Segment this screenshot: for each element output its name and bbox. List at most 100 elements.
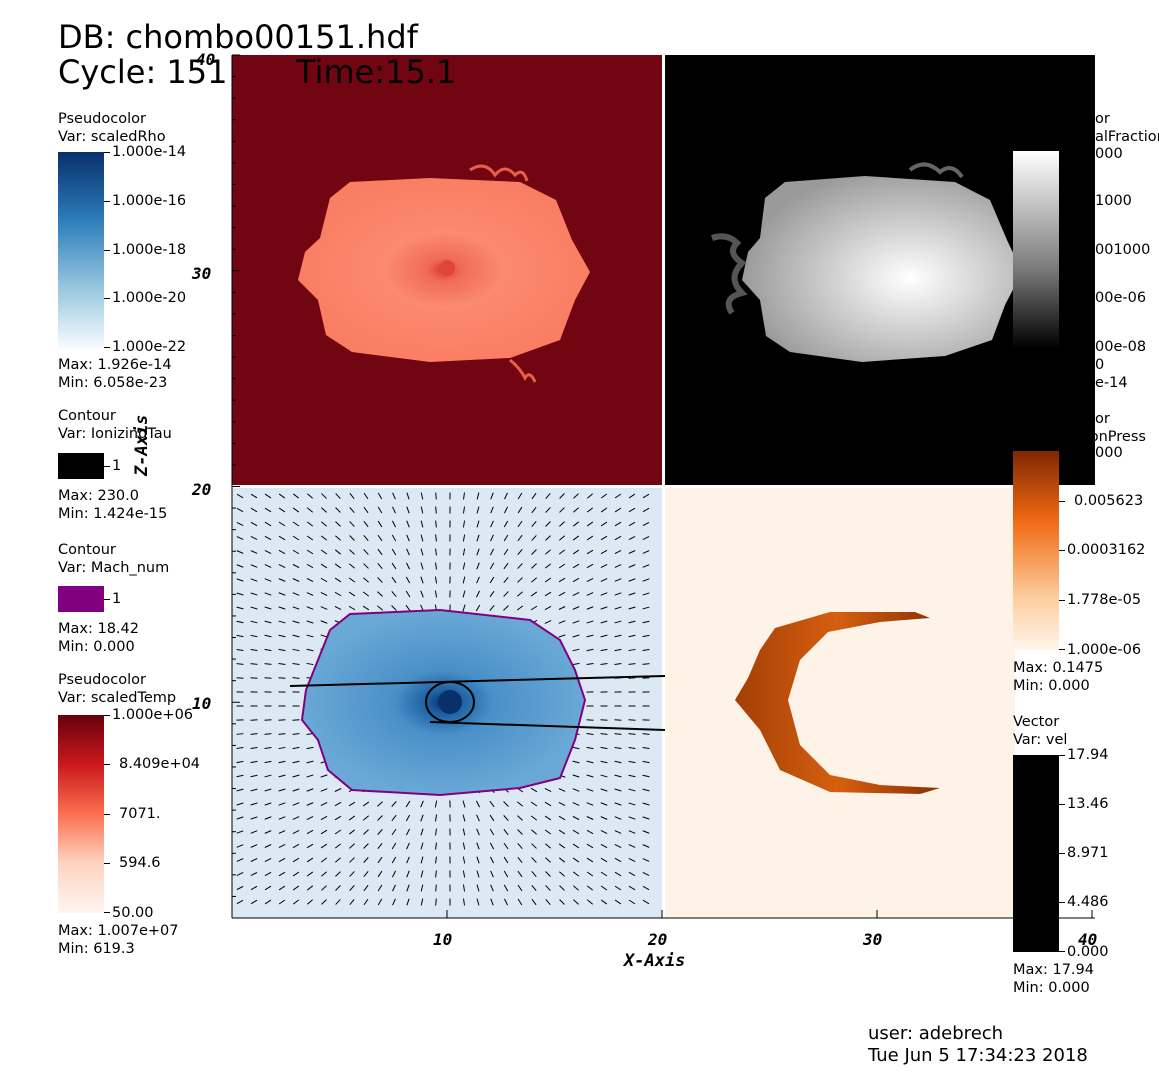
legend-min: e-14 — [1095, 375, 1128, 391]
velocity-vector — [476, 828, 480, 836]
velocity-vector — [434, 800, 438, 808]
velocity-vector — [250, 885, 258, 891]
velocity-vector — [250, 733, 258, 735]
legend-min: Min: 1.424e-15 — [58, 506, 168, 522]
velocity-vector — [406, 870, 410, 878]
velocity-vector — [489, 800, 495, 808]
velocity-vector — [306, 634, 314, 638]
temp-filament — [469, 164, 529, 182]
colorbar-tick: 8.971 — [1067, 845, 1109, 861]
velocity-vector — [600, 899, 608, 905]
velocity-vector — [406, 492, 410, 500]
velocity-vector — [392, 898, 396, 906]
velocity-vector — [586, 843, 594, 849]
colorbar-tick: 594.6 — [119, 855, 161, 871]
velocity-vector — [306, 563, 314, 569]
velocity-vector — [531, 492, 537, 500]
velocity-vector — [642, 663, 650, 665]
velocity-vector — [278, 816, 286, 820]
velocity-vector — [642, 816, 650, 820]
velocity-vector — [306, 802, 314, 806]
velocity-vector — [236, 493, 244, 499]
velocity-vector — [435, 506, 437, 514]
velocity-vector — [572, 535, 580, 541]
velocity-vector — [489, 842, 495, 850]
legend-var: Var: IonizingTau — [58, 426, 172, 442]
velocity-vector — [377, 577, 383, 583]
velocity-vector — [236, 788, 244, 792]
velocity-vector — [614, 774, 622, 778]
x-axis-title: X-Axis — [624, 951, 686, 971]
velocity-vector — [503, 870, 509, 878]
velocity-vector — [335, 507, 341, 513]
velocity-vector — [292, 535, 300, 541]
velocity-vector — [363, 843, 369, 849]
velocity-vector — [292, 857, 300, 863]
velocity-vector — [614, 578, 622, 582]
velocity-vector — [362, 591, 370, 597]
velocity-vector — [517, 815, 523, 821]
velocity-vector — [586, 634, 594, 638]
velocity-vector — [586, 774, 594, 778]
velocity-vector — [435, 492, 437, 500]
legend-var: Var: Mach_num — [58, 560, 170, 576]
velocity-vector — [614, 885, 622, 891]
velocity-vector — [572, 829, 580, 835]
velocity-vector — [377, 829, 383, 835]
velocity-vector — [600, 606, 608, 610]
contour-level: 1 — [112, 591, 122, 607]
velocity-vector — [490, 870, 494, 878]
velocity-vector — [614, 816, 622, 820]
colorbar-tick: 1.000e-18 — [112, 242, 187, 258]
velocity-vector — [264, 550, 272, 554]
velocity-vector — [600, 634, 608, 638]
velocity-vector — [236, 747, 244, 749]
velocity-vector — [292, 829, 300, 835]
velocity-vector — [250, 830, 258, 834]
velocity-vector — [572, 549, 580, 555]
velocity-vector — [348, 801, 356, 807]
velocity-vector — [377, 563, 383, 569]
velocity-vector — [530, 801, 538, 807]
velocity-vector — [292, 746, 300, 750]
velocity-vector — [628, 634, 636, 638]
y-tick-label: 20 — [192, 480, 212, 499]
velocity-vector — [391, 842, 397, 850]
velocity-vector — [391, 534, 397, 542]
velocity-vector — [628, 802, 636, 806]
velocity-vector — [586, 620, 594, 624]
velocity-vector — [435, 842, 437, 850]
legend-max: Max: 1.007e+07 — [58, 923, 179, 939]
velocity-vector — [600, 843, 608, 849]
colorbar-radiation-press — [1013, 451, 1059, 650]
x-tick-label: 30 — [863, 930, 883, 949]
velocity-vector — [250, 774, 258, 778]
date-label: Tue Jun 5 17:34:23 2018 — [868, 1045, 1088, 1066]
colorbar-tick: 0.0003162 — [1067, 542, 1146, 558]
velocity-vector — [264, 774, 272, 778]
velocity-vector — [377, 856, 383, 864]
velocity-vector — [250, 760, 258, 764]
velocity-vector — [278, 521, 286, 527]
velocity-vector — [264, 592, 272, 596]
velocity-vector — [420, 492, 424, 500]
colorbar-scaled-rho — [58, 152, 104, 348]
velocity-vector — [572, 788, 580, 792]
velocity-vector — [435, 828, 437, 836]
velocity-vector — [558, 577, 566, 583]
velocity-vector — [600, 871, 608, 877]
velocity-vector — [628, 592, 636, 596]
velocity-vector — [530, 591, 538, 597]
velocity-vector — [349, 885, 355, 891]
velocity-vector — [503, 605, 509, 611]
velocity-vector — [278, 802, 286, 806]
velocity-vector — [600, 620, 608, 624]
velocity-vector — [642, 844, 650, 848]
velocity-vector — [628, 788, 636, 792]
velocity-vector — [545, 857, 551, 863]
velocity-vector — [391, 856, 397, 864]
velocity-vector — [320, 829, 328, 835]
velocity-vector — [489, 604, 495, 612]
velocity-vector — [321, 493, 327, 499]
legend-var: Var: scaledTemp — [58, 690, 177, 706]
